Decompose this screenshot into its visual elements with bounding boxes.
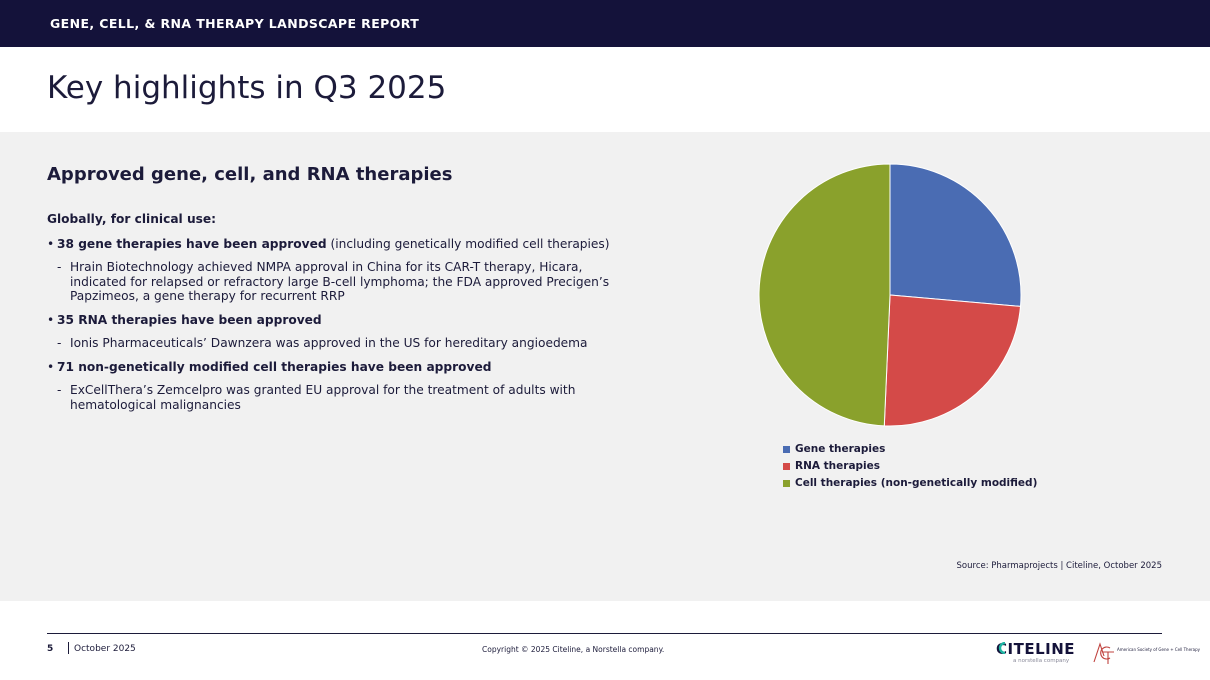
citeline-accent-icon <box>998 642 1006 654</box>
top-banner: GENE, CELL, & RNA THERAPY LANDSCAPE REPO… <box>0 0 1210 47</box>
report-title: GENE, CELL, & RNA THERAPY LANDSCAPE REPO… <box>50 16 420 31</box>
pie-slice-gene <box>889 163 1022 307</box>
bullet-bold: 35 RNA therapies have been approved <box>57 312 322 327</box>
copyright-notice: Copyright © 2025 Citeline, a Norstella c… <box>482 645 665 654</box>
approvals-pie-chart <box>750 155 1030 435</box>
legend-label-gene: Gene therapies <box>795 443 886 455</box>
bullet-gene-therapies: 38 gene therapies have been approved (in… <box>47 237 627 252</box>
footer-date: October 2025 <box>74 644 136 654</box>
citeline-tagline: a norstella company <box>1013 658 1070 664</box>
legend-item-rna: RNA therapies <box>783 458 1037 474</box>
chart-legend: Gene therapies RNA therapies Cell therap… <box>783 441 1037 492</box>
footer-divider <box>68 642 69 654</box>
pie-slice-cell <box>758 163 891 427</box>
legend-item-gene: Gene therapies <box>783 441 1037 457</box>
bullet-rna-therapies: 35 RNA therapies have been approved <box>47 313 627 328</box>
highlights-text: Globally, for clinical use: 38 gene ther… <box>47 212 627 421</box>
asgct-name: American Society of Gene + Cell Therapy <box>1117 647 1201 652</box>
citeline-wordmark: CITELINE <box>996 640 1076 658</box>
subbullet-rna-therapies: Ionis Pharmaceuticals’ Dawnzera was appr… <box>47 336 627 351</box>
legend-label-rna: RNA therapies <box>795 460 881 472</box>
pie-svg <box>758 163 1022 427</box>
bullet-bold: 38 gene therapies have been approved <box>57 236 327 251</box>
page-number: 5 <box>47 644 54 654</box>
subbullet-cell-therapies: ExCellThera’s Zemcelpro was granted EU a… <box>47 383 627 412</box>
section-title: Approved gene, cell, and RNA therapies <box>47 164 453 185</box>
legend-swatch-cell <box>783 479 790 487</box>
pie-slice-rna <box>883 294 1022 427</box>
footer-rule <box>47 633 1162 634</box>
bullet-bold: 71 non-genetically modified cell therapi… <box>57 359 492 374</box>
legend-swatch-rna <box>783 462 790 470</box>
legend-label-cell: Cell therapies (non-genetically modified… <box>795 477 1038 489</box>
legend-swatch-gene <box>783 445 790 453</box>
page-title: Key highlights in Q3 2025 <box>47 70 447 106</box>
legend-item-cell: Cell therapies (non-genetically modified… <box>783 475 1037 491</box>
asgct-logo: American Society of Gene + Cell Therapy <box>1090 640 1200 666</box>
bullet-rest: (including genetically modified cell the… <box>326 236 610 251</box>
subbullet-gene-therapies: Hrain Biotechnology achieved NMPA approv… <box>47 260 627 304</box>
asgct-emblem-icon <box>1093 642 1114 664</box>
source-note: Source: Pharmaprojects | Citeline, Octob… <box>956 561 1162 571</box>
bullet-cell-therapies: 71 non-genetically modified cell therapi… <box>47 360 627 375</box>
citeline-logo: CITELINE a norstella company <box>996 640 1080 668</box>
intro-text: Globally, for clinical use: <box>47 212 217 226</box>
